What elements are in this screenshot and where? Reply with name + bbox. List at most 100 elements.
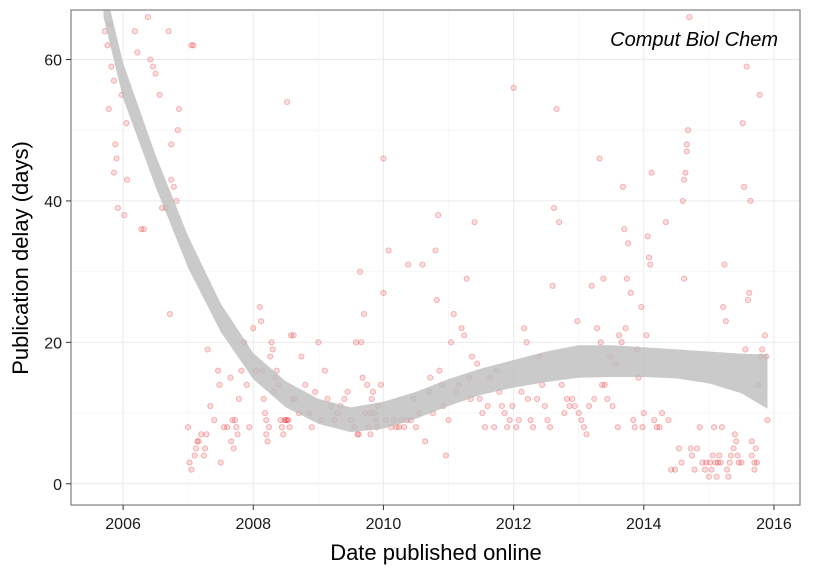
data-point xyxy=(191,452,198,459)
data-point xyxy=(609,402,616,410)
data-point xyxy=(123,176,131,183)
data-point xyxy=(735,459,742,466)
data-point xyxy=(186,459,193,466)
data-point xyxy=(743,63,750,70)
data-point xyxy=(748,438,755,445)
data-point xyxy=(510,84,517,91)
data-point xyxy=(583,431,590,438)
data-point xyxy=(619,183,627,190)
data-point xyxy=(121,212,128,219)
data-point xyxy=(263,431,270,438)
data-point xyxy=(751,459,758,466)
data-point xyxy=(627,289,634,296)
data-point xyxy=(717,459,724,466)
data-point xyxy=(682,169,689,176)
data-point xyxy=(344,388,351,395)
data-point xyxy=(647,261,654,268)
data-point xyxy=(368,395,375,402)
data-point xyxy=(622,325,629,332)
data-point xyxy=(258,318,265,325)
data-point xyxy=(138,226,145,233)
data-point xyxy=(445,417,452,424)
data-point xyxy=(234,431,241,438)
data-point xyxy=(694,445,701,452)
data-point xyxy=(432,247,439,254)
data-point xyxy=(707,459,714,466)
data-point xyxy=(618,339,625,346)
data-point xyxy=(170,183,177,190)
data-point xyxy=(571,402,578,410)
data-point xyxy=(112,141,119,148)
data-point xyxy=(215,367,222,374)
data-point xyxy=(734,452,741,459)
data-point xyxy=(435,212,442,219)
data-point xyxy=(742,346,749,353)
data-point xyxy=(740,183,748,190)
data-point xyxy=(198,431,205,438)
data-point xyxy=(156,91,163,98)
data-point xyxy=(604,395,611,402)
data-point xyxy=(359,374,366,381)
data-point xyxy=(544,417,551,424)
data-point xyxy=(298,353,305,360)
data-point xyxy=(764,417,771,424)
data-point xyxy=(724,466,731,473)
data-point xyxy=(665,417,672,424)
data-point xyxy=(756,91,763,98)
data-point xyxy=(227,374,234,381)
data-point xyxy=(260,395,267,402)
data-point xyxy=(192,445,200,452)
data-point xyxy=(533,395,541,402)
data-point xyxy=(506,417,513,424)
data-point xyxy=(569,395,576,402)
data-point xyxy=(561,410,568,417)
data-point xyxy=(436,367,443,374)
data-point xyxy=(744,296,751,303)
data-point xyxy=(687,445,694,452)
data-point xyxy=(721,261,728,268)
x-tick-label: 2016 xyxy=(756,516,792,533)
data-point xyxy=(264,438,271,445)
data-point xyxy=(671,466,679,473)
data-point xyxy=(448,339,455,346)
data-point xyxy=(645,254,653,261)
data-point xyxy=(720,303,727,311)
data-point xyxy=(491,424,498,431)
data-point xyxy=(229,417,236,424)
data-point xyxy=(580,424,587,431)
data-point xyxy=(380,289,387,296)
data-point xyxy=(188,466,195,473)
data-point xyxy=(639,424,646,431)
data-point xyxy=(518,388,525,395)
data-point xyxy=(725,473,732,480)
data-point xyxy=(230,445,237,452)
data-point xyxy=(759,346,766,353)
data-point xyxy=(481,424,489,431)
data-point xyxy=(315,339,322,346)
data-point xyxy=(110,77,118,84)
data-point xyxy=(367,431,374,438)
data-point xyxy=(593,325,600,332)
data-point xyxy=(194,438,201,445)
data-point xyxy=(685,127,692,134)
data-point xyxy=(149,63,157,70)
data-point xyxy=(265,424,272,431)
data-point xyxy=(591,395,598,402)
data-point xyxy=(631,424,638,431)
data-point xyxy=(733,438,740,445)
data-point xyxy=(405,261,412,268)
data-point xyxy=(354,431,361,438)
data-point xyxy=(746,289,753,296)
data-point xyxy=(586,402,593,410)
data-point xyxy=(504,424,511,431)
data-point xyxy=(203,431,210,438)
data-point xyxy=(563,395,571,402)
data-point xyxy=(134,49,141,56)
data-point xyxy=(114,204,121,212)
data-point xyxy=(668,466,675,473)
data-point xyxy=(273,367,280,374)
y-tick-label: 20 xyxy=(44,335,62,352)
data-point xyxy=(217,459,224,466)
data-point xyxy=(621,226,628,233)
data-point xyxy=(547,424,554,431)
